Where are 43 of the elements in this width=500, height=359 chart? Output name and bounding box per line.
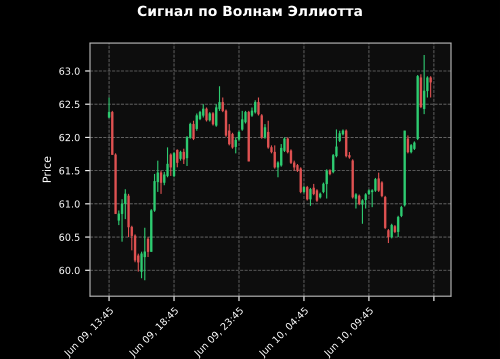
candlestick — [176, 148, 178, 168]
candlestick — [182, 148, 185, 165]
candlestick — [205, 106, 208, 122]
candlestick — [144, 227, 146, 281]
candlestick — [241, 110, 244, 132]
candlestick — [212, 112, 214, 126]
candlestick — [108, 96, 110, 119]
candlestick — [274, 144, 276, 170]
y-tick-label: 61.0 — [59, 200, 80, 208]
y-tick-label: 63.0 — [59, 67, 80, 75]
candlestick — [179, 150, 182, 162]
candlestick — [264, 124, 266, 140]
candlestick — [400, 205, 403, 218]
candlestick — [160, 170, 162, 194]
candlestick — [146, 236, 150, 258]
y-tick-label: 62.5 — [59, 100, 80, 108]
candlestick — [358, 194, 360, 206]
candlestick — [267, 120, 270, 150]
candlestick — [390, 223, 393, 239]
candlestick — [406, 134, 410, 154]
chart-title: Сигнал по Волнам Эллиотта — [138, 6, 362, 16]
y-tick-label: 61.5 — [59, 167, 80, 174]
candlestick — [300, 166, 302, 194]
candlestick — [396, 215, 400, 238]
candlestick — [172, 151, 176, 178]
y-tick-label: 60.0 — [59, 266, 80, 274]
candlestick — [196, 112, 198, 132]
candlestick — [429, 76, 432, 98]
candlestick — [309, 187, 312, 206]
y-tick-label: 60.5 — [59, 234, 80, 241]
candlestick — [170, 152, 172, 176]
candlestick — [354, 192, 358, 210]
y-axis-title: Price — [42, 156, 51, 182]
candlestick — [306, 185, 308, 202]
candlestick — [192, 120, 195, 141]
candlestick — [208, 112, 211, 122]
candlestick — [326, 168, 328, 200]
candlestick — [202, 104, 204, 118]
candlestick — [254, 100, 256, 114]
candlestick — [410, 143, 412, 154]
y-tick-label: 62.0 — [59, 134, 80, 142]
candlestick — [422, 54, 426, 115]
candlestick — [387, 228, 390, 244]
